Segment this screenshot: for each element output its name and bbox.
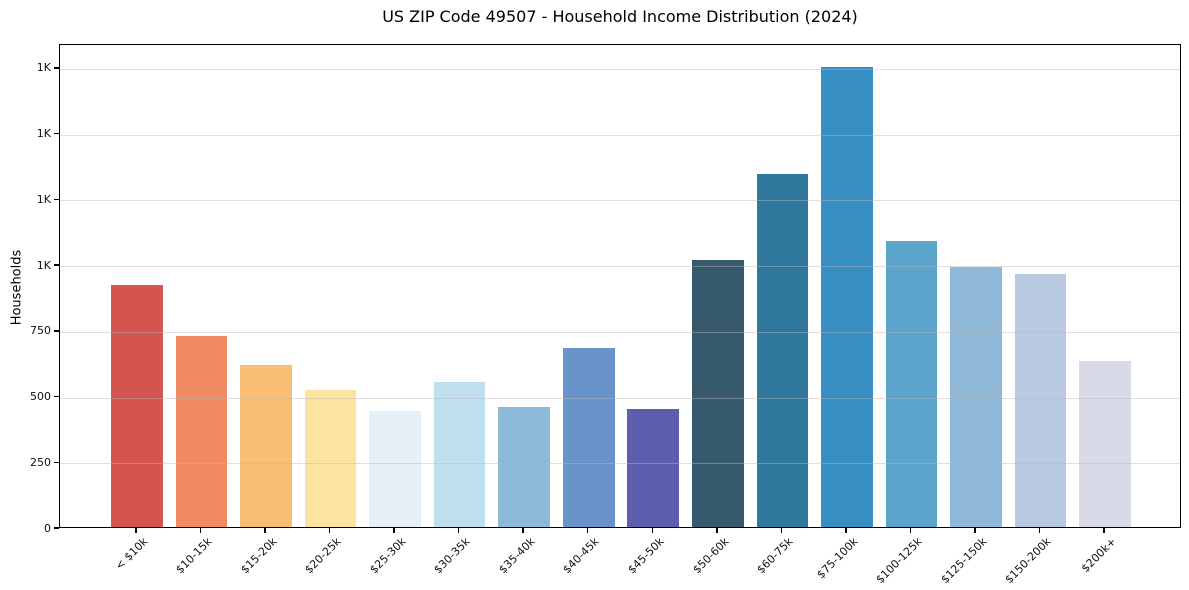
- bar: [433, 381, 486, 527]
- bar: [111, 285, 163, 527]
- gridline: [60, 266, 1180, 268]
- bar: [821, 66, 873, 527]
- gridline: [60, 68, 1180, 70]
- x-tick-mark: [586, 528, 589, 533]
- x-tick-mark: [780, 528, 783, 533]
- bar: [885, 240, 938, 527]
- y-tick-label: 1K: [36, 258, 51, 272]
- x-tick-label: $20-25k: [302, 535, 344, 577]
- x-tick-label: $35-40k: [496, 535, 538, 577]
- x-tick-label: $40-45k: [560, 535, 602, 577]
- bar: [692, 259, 744, 527]
- y-tick-label: 1K: [36, 61, 51, 75]
- bar: [950, 266, 1002, 527]
- x-tick-mark: [264, 528, 266, 533]
- gridline: [60, 331, 1180, 333]
- x-tick-mark: [651, 528, 654, 533]
- plot-area: [59, 44, 1181, 528]
- x-tick-mark: [974, 528, 976, 533]
- y-tick-mark: [54, 198, 59, 201]
- x-tick-mark: [845, 528, 847, 533]
- x-tick-mark: [199, 528, 202, 533]
- y-tick-label: 500: [30, 390, 51, 404]
- y-tick-mark: [54, 461, 59, 464]
- x-tick-label: $15-20k: [237, 535, 280, 577]
- x-tick-mark: [522, 528, 524, 533]
- bar: [562, 348, 615, 527]
- x-tick-mark: [1038, 528, 1041, 533]
- chart-title: US ZIP Code 49507 - Household Income Dis…: [382, 7, 858, 26]
- x-tick-label: $30-35k: [431, 535, 473, 577]
- x-tick-mark: [328, 528, 331, 533]
- bar: [498, 407, 550, 527]
- x-tick-label: $100-125k: [873, 535, 925, 587]
- x-tick-label: $75-100k: [813, 535, 861, 582]
- bar: [756, 174, 809, 527]
- y-tick-mark: [54, 67, 59, 69]
- y-tick-mark: [54, 132, 59, 135]
- gridline: [60, 397, 1180, 399]
- y-tick-mark: [54, 330, 59, 332]
- y-tick-mark: [54, 527, 59, 529]
- gridline: [60, 463, 1180, 465]
- gridline: [60, 200, 1180, 202]
- y-tick-label: 750: [30, 324, 51, 338]
- x-tick-label: $25-30k: [366, 535, 409, 577]
- x-tick-mark: [1103, 528, 1105, 533]
- x-tick-label: < $10k: [112, 535, 151, 573]
- y-tick-mark: [54, 264, 59, 266]
- bar: [1079, 361, 1131, 527]
- y-tick-label: 0: [44, 521, 51, 535]
- y-tick-label: 1K: [36, 192, 51, 206]
- y-tick-mark: [54, 395, 59, 398]
- x-tick-label: $10-15k: [173, 535, 215, 577]
- bar: [627, 409, 680, 527]
- x-tick-mark: [457, 528, 460, 533]
- x-tick-label: $125-150k: [938, 535, 990, 587]
- bar: [1014, 273, 1067, 527]
- bar: [175, 336, 228, 527]
- x-tick-mark: [393, 528, 395, 533]
- x-tick-label: $60-75k: [754, 535, 796, 577]
- x-tick-label: $50-60k: [689, 535, 732, 577]
- x-tick-mark: [716, 528, 718, 533]
- x-tick-label: $200k+: [1078, 535, 1119, 576]
- x-tick-mark: [909, 528, 912, 533]
- bar: [304, 390, 357, 527]
- x-tick-label: $150-200k: [1002, 535, 1054, 587]
- x-tick-mark: [135, 528, 137, 533]
- bar: [369, 411, 421, 527]
- bar: [240, 365, 292, 527]
- x-tick-label: $45-50k: [625, 535, 667, 577]
- y-tick-label: 1K: [36, 127, 51, 141]
- y-tick-label: 250: [30, 455, 51, 469]
- gridline: [60, 134, 1180, 136]
